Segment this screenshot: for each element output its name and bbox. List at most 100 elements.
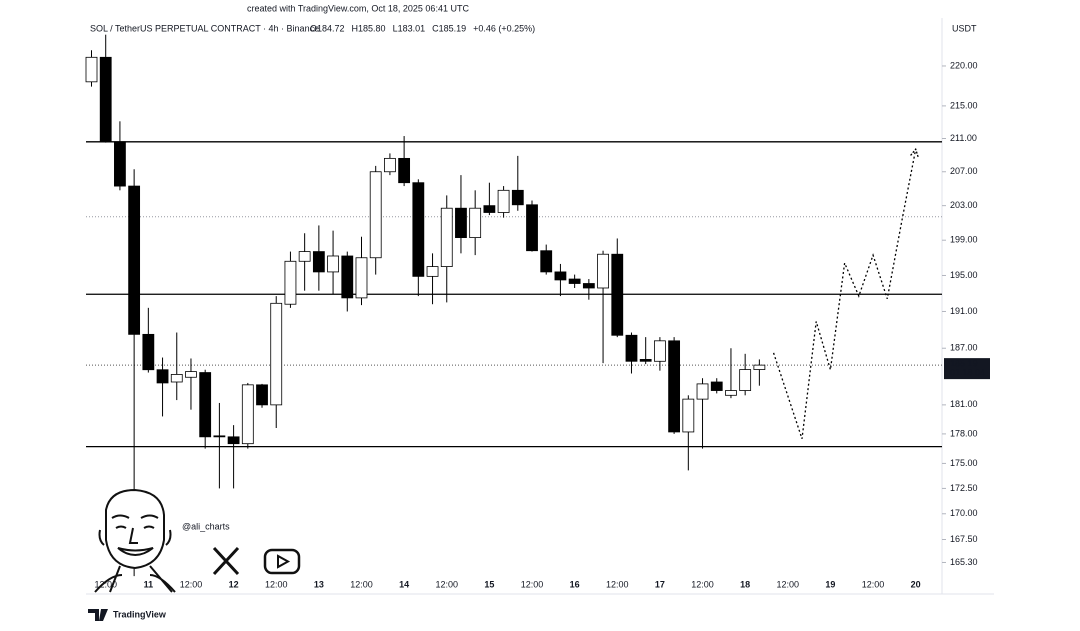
watermark-handle: @ali_charts bbox=[182, 521, 230, 531]
candle-body bbox=[341, 255, 354, 299]
y-tick-label: 195.00 bbox=[950, 270, 978, 280]
chart-title: SOL / TetherUS PERPETUAL CONTRACT · 4h ·… bbox=[90, 23, 319, 33]
candle-body bbox=[696, 383, 709, 400]
x-tick-label: 12:00 bbox=[94, 579, 117, 589]
candle-body bbox=[625, 334, 638, 362]
candle-body bbox=[284, 260, 297, 305]
x-tick-label: 12:00 bbox=[265, 579, 288, 589]
projection-arrowhead bbox=[910, 147, 919, 158]
x-tick-label: 17 bbox=[655, 579, 665, 589]
candle-body bbox=[597, 253, 609, 289]
x-tick-label: 14 bbox=[399, 579, 409, 589]
y-tick-label: 165.30 bbox=[950, 557, 978, 567]
candle-body bbox=[355, 257, 368, 299]
candle-body bbox=[725, 390, 737, 396]
candle-body bbox=[298, 251, 311, 262]
caption: created with TradingView.com, Oct 18, 20… bbox=[247, 3, 469, 13]
x-tick-label: 19 bbox=[825, 579, 835, 589]
y-tick-label: 187.00 bbox=[950, 343, 978, 353]
candle-body bbox=[369, 171, 382, 259]
candle-body bbox=[611, 253, 624, 336]
footer-brand: TradingView bbox=[113, 609, 167, 619]
x-tick-label: 12:00 bbox=[350, 579, 373, 589]
y-tick-label: 181.00 bbox=[950, 399, 978, 409]
tv-logo bbox=[88, 609, 108, 621]
price-tag-value: 185.19 bbox=[950, 359, 978, 369]
candle-body bbox=[426, 266, 439, 277]
candle-body bbox=[526, 204, 538, 252]
x-tick-label: 12:00 bbox=[606, 579, 629, 589]
y-tick-label: 215.00 bbox=[950, 100, 978, 110]
y-tick-label: 220.00 bbox=[950, 60, 978, 70]
y-tick-label: 207.00 bbox=[950, 166, 978, 176]
legend-value: +0.46 (+0.25%) bbox=[473, 23, 535, 33]
candle-body bbox=[710, 381, 723, 391]
x-tick-label: 15 bbox=[484, 579, 494, 589]
x-tick-label: 12:00 bbox=[180, 579, 203, 589]
youtube-play bbox=[277, 554, 291, 569]
candle-body bbox=[227, 436, 240, 445]
candle-body bbox=[114, 141, 126, 187]
candle-body bbox=[469, 207, 482, 238]
x-tick-label: 12:00 bbox=[435, 579, 458, 589]
x-tick-label: 12:00 bbox=[691, 579, 714, 589]
watermark: @ali_charts bbox=[94, 488, 301, 593]
candle-body bbox=[668, 340, 681, 433]
x-tick-label: 16 bbox=[570, 579, 580, 589]
y-tick-label: 199.00 bbox=[950, 235, 978, 245]
y-tick-label: 191.00 bbox=[950, 306, 978, 316]
projection-path bbox=[772, 149, 917, 439]
candle-body bbox=[540, 250, 553, 273]
candle-body bbox=[440, 207, 453, 267]
x-tick-label: 20 bbox=[911, 579, 921, 589]
x-tick-label: 13 bbox=[314, 579, 324, 589]
x-logo bbox=[212, 546, 240, 576]
candle-body bbox=[199, 372, 212, 438]
candle-body bbox=[142, 333, 155, 371]
candle-body bbox=[256, 384, 268, 406]
candle-body bbox=[511, 189, 524, 206]
candle-body bbox=[327, 255, 339, 273]
y-tick-label: 172.50 bbox=[950, 483, 978, 493]
x-tick-label: 12:00 bbox=[777, 579, 800, 589]
y-tick-label: 170.00 bbox=[950, 508, 978, 518]
price-tag bbox=[944, 358, 990, 380]
candle-body bbox=[654, 340, 666, 362]
x-tick-label: 12:00 bbox=[521, 579, 544, 589]
candle-body bbox=[312, 251, 325, 273]
legend-value: H185.80 bbox=[352, 23, 386, 33]
candle-body bbox=[99, 56, 112, 143]
candle-body bbox=[582, 283, 595, 289]
candle-body bbox=[753, 364, 766, 370]
candle-body bbox=[568, 278, 581, 284]
youtube-logo bbox=[263, 548, 301, 575]
candle-body bbox=[128, 185, 141, 335]
legend-value: L183.01 bbox=[393, 23, 426, 33]
candle-body bbox=[241, 384, 254, 445]
price-tag-countdown: 01:18:04 bbox=[950, 368, 985, 378]
candle-body bbox=[398, 157, 411, 184]
x-tick-label: 11 bbox=[144, 579, 154, 589]
avatar bbox=[94, 488, 176, 593]
candle-body bbox=[270, 302, 283, 406]
candle-body bbox=[739, 369, 752, 391]
y-tick-label: 211.00 bbox=[950, 133, 977, 143]
x-tick-label: 18 bbox=[740, 579, 750, 589]
x-tick-label: 12 bbox=[229, 579, 239, 589]
candle-body bbox=[483, 205, 496, 213]
candle-body bbox=[554, 271, 567, 281]
y-tick-label: 175.00 bbox=[950, 458, 978, 468]
legend-value: O184.72 bbox=[310, 23, 345, 33]
candle-body bbox=[682, 398, 695, 433]
y-tick-label: 178.00 bbox=[950, 428, 978, 438]
candle-body bbox=[455, 207, 467, 238]
candle-body bbox=[412, 182, 425, 277]
y-tick-label: 167.50 bbox=[950, 534, 978, 544]
legend-value: C185.19 bbox=[432, 23, 466, 33]
candle-body bbox=[639, 359, 652, 362]
y-unit: USDT bbox=[952, 23, 977, 33]
y-tick-label: 203.00 bbox=[950, 200, 978, 210]
